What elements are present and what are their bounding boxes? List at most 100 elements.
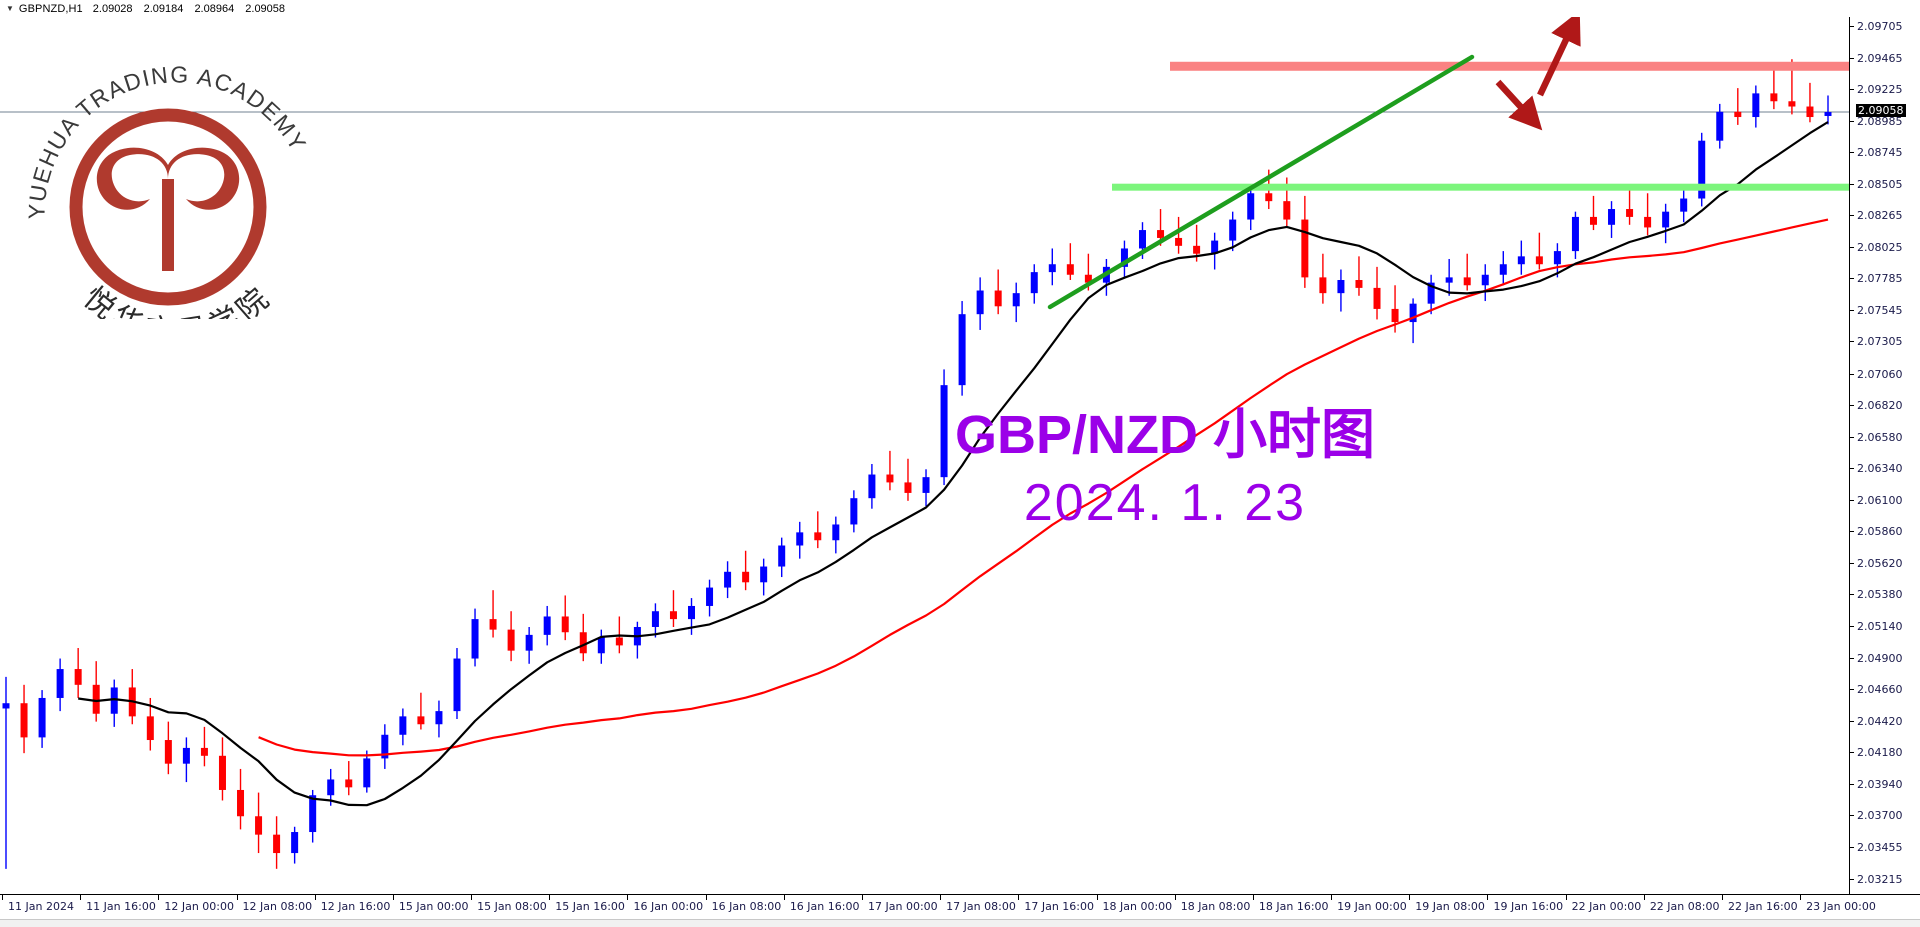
price-tick-label: 2.09705 [1857,20,1903,33]
time-tick-mark [236,895,238,900]
time-tick-mark [783,895,785,900]
price-tick-label: 2.08505 [1857,177,1903,191]
time-tick-mark [1252,895,1254,900]
price-tick-label: 2.06100 [1857,493,1903,507]
price-tick-label: 2.08985 [1857,114,1903,128]
current-price-label: 2.09058 [1856,104,1906,118]
time-tick-mark [1722,895,1723,900]
time-tick-mark [2,895,3,900]
price-tick-mark [1850,689,1854,691]
price-tick-mark [1850,468,1854,470]
time-tick-label: 18 Jan 08:00 [1180,900,1251,913]
price-tick-label: 2.06820 [1857,399,1903,413]
time-tick-label: 18 Jan 16:00 [1258,900,1329,913]
time-tick-label: 19 Jan 16:00 [1493,900,1564,913]
chart-canvas [0,17,1849,869]
time-tick-label: 19 Jan 00:00 [1337,900,1407,913]
time-tick-label: 17 Jan 00:00 [868,900,938,913]
price-tick-label: 2.09225 [1857,83,1903,97]
price-tick-label: 2.09465 [1857,51,1903,65]
price-tick-mark [1850,562,1854,564]
price-tick-mark [1850,879,1854,880]
breakout-arrow-up [1537,17,1581,97]
ohlc-low: 2.08964 [194,2,235,15]
time-tick-mark [705,895,707,900]
resistance-band [1170,61,1849,71]
time-tick-mark [1096,895,1098,900]
time-tick-mark [1800,895,1802,900]
symbol-label: GBPNZD,H1 [18,2,83,15]
time-tick-mark [471,895,473,900]
time-tick-label: 18 Jan 00:00 [1102,900,1173,913]
time-tick-label: 16 Jan 00:00 [633,900,704,913]
price-tick-mark [1850,531,1854,533]
ohlc-high: 2.09184 [143,2,184,15]
time-tick-label: 11 Jan 2024 [8,900,74,913]
price-scale[interactable]: 2.09705 2.09465 2.09225 2.08985 2.08745 2.085… [1850,17,1920,894]
price-tick-label: 2.05380 [1857,588,1903,602]
time-tick-mark [862,895,863,900]
price-tick-mark [1850,57,1854,59]
time-tick-label: 11 Jan 16:00 [86,900,156,913]
price-tick-mark [1850,436,1854,438]
price-tick-mark [1850,183,1854,185]
candlestick-series [2,59,1832,869]
time-tick-label: 12 Jan 08:00 [242,900,313,913]
time-tick-mark [314,895,316,900]
price-tick-mark [1850,246,1854,248]
time-tick-label: 23 Jan 00:00 [1806,900,1876,913]
price-tick-label: 2.05140 [1857,619,1903,633]
price-tick-label: 2.07060 [1857,367,1903,381]
time-tick-label: 16 Jan 16:00 [789,900,860,913]
trend-line-segment [1047,54,1475,310]
time-tick-mark [1018,895,1020,900]
price-tick-label: 2.05860 [1857,525,1903,539]
time-tick-mark [940,895,942,900]
price-tick-label: 2.08265 [1857,209,1903,223]
price-tick-mark [1850,120,1854,122]
price-tick-mark [1850,783,1854,785]
price-tick-mark [1850,847,1854,849]
price-tick-mark [1850,594,1854,596]
chevron-down-icon[interactable]: ▼ [6,3,14,13]
time-tick-mark [392,895,394,900]
support-resistance-bands [1112,61,1849,191]
time-tick-label: 15 Jan 16:00 [555,900,625,913]
price-tick-label: 2.08745 [1857,146,1903,160]
support-band [1112,183,1849,191]
price-tick-mark [1850,89,1854,91]
chart-titlebar: ▼ GBPNZD,H1 2.09028 2.09184 2.08964 2.09… [0,0,1920,18]
time-tick-label: 17 Jan 08:00 [946,900,1016,913]
time-tick-mark [1409,895,1411,900]
time-tick-label: 22 Jan 00:00 [1571,900,1642,913]
ohlc-readout: 2.09028 2.09184 2.08964 2.09058 [93,3,293,15]
price-tick-mark [1850,152,1854,154]
time-tick-mark [158,895,160,900]
price-tick-label: 2.07785 [1857,272,1903,286]
time-tick-mark [627,895,629,900]
price-tick-label: 2.08025 [1857,240,1903,254]
chart-plot-area[interactable]: YUEHUA TRADING ACADEMY 悦华交易学院 GBP/NZD 小时… [0,17,1850,894]
time-tick-mark [549,895,551,900]
price-tick-mark [1850,752,1854,754]
price-tick-mark [1850,499,1854,501]
window-bottom-strip [0,919,1920,927]
time-tick-mark [1565,895,1567,900]
price-tick-label: 2.06340 [1857,462,1903,476]
price-tick-mark [1850,26,1854,27]
time-tick-mark [80,895,82,900]
time-tick-mark [1331,895,1333,900]
price-tick-mark [1850,341,1854,343]
time-tick-label: 12 Jan 00:00 [164,900,235,913]
price-tick-label: 2.04420 [1857,714,1903,728]
time-tick-label: 22 Jan 16:00 [1728,900,1798,913]
price-tick-mark [1850,309,1854,311]
time-tick-label: 12 Jan 16:00 [320,900,391,913]
ohlc-open: 2.09028 [92,2,133,15]
price-tick-mark [1850,405,1854,407]
moving-average-fast-line [78,121,1829,807]
price-tick-mark [1850,720,1854,722]
uptrend-line [1047,54,1475,310]
price-tick-label: 2.04180 [1857,746,1903,760]
